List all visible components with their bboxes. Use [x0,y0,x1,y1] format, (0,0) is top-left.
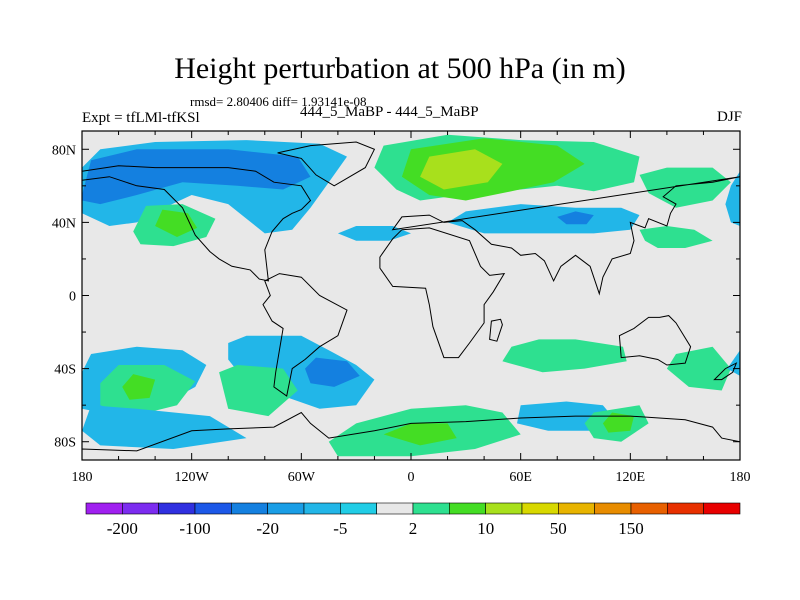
colorbar: -200 -100 -20 -5 2 10 50 150 [85,502,741,538]
region-china-high [639,226,713,248]
x-tick-label: 120E [616,470,646,485]
x-tick-label: 180 [72,470,93,485]
region-eurasia-high-peak [420,149,503,190]
colorbar-box [485,502,523,515]
region-west-pacific-high [639,167,731,208]
coastline-north-america-west [82,165,312,282]
coastline-australia [618,315,692,366]
coastline-africa [379,227,506,359]
region-date-line-low [725,171,740,226]
region-asia-low-core [557,211,594,225]
colorbar-box [449,502,486,515]
region-sw-pacific-high-core [122,374,156,400]
region-indian-ocean-high [502,339,627,373]
region-south-america-low [228,335,375,409]
season-label: DJF [716,109,742,125]
region-east-antarctic-high-core [602,412,634,433]
colorbar-box [521,502,559,515]
coastline-new-zealand [713,362,738,381]
colorbar-label: -100 [179,519,210,538]
colorbar-box [158,502,196,515]
x-tick-label: 60W [288,470,316,485]
y-axis: 80N 40N 0 40S 80S [52,143,740,451]
colorbar-box [194,502,232,515]
colorbar-label: -20 [256,519,279,538]
colorbar-label: 10 [477,519,494,538]
colorbar-box [412,502,450,515]
colorbar-box [558,502,595,515]
coastline-south-america [262,273,348,397]
colorbar-box [122,502,159,515]
y-tick-label: 40S [54,363,76,378]
case-label: 444_5_MaBP - 444_5_MaBP [300,104,479,120]
region-south-atlantic-high [219,365,298,417]
x-tick-label: 180 [730,470,751,485]
region-south-america-low-core [305,357,360,387]
region-asia-low [447,204,640,234]
x-axis: 180 120W 60W 0 60E 120E 180 [72,131,751,485]
colorbar-box [703,502,741,515]
colorbar-label: 50 [550,519,567,538]
colorbar-box [667,502,704,515]
colorbar-box [630,502,668,515]
x-tick-label: 60E [509,470,532,485]
colorbar-box [267,502,305,515]
coastline-europe-asia-south [391,176,740,296]
x-tick-label: 120W [175,470,210,485]
experiment-label: Expt = tfLMl-tfKSl [82,110,200,126]
colorbar-label: 2 [409,519,418,538]
region-ross-sea-low [82,405,247,449]
coastlines [82,141,740,460]
colorbar-box [376,502,414,515]
region-antarctic-high-core [383,423,457,446]
chart-title: Height perturbation at 500 hPa (in m) [174,52,626,85]
coastline-madagascar [489,318,503,342]
y-tick-label: 40N [52,216,76,231]
coastline-antarctica [82,411,740,460]
colorbar-label: 150 [618,519,644,538]
rmsd-diff-stats: rmsd= 2.80406 diff= 1.93141e-08 [190,94,367,109]
region-east-south-pacific-low [727,350,740,376]
colorbar-box [594,502,632,515]
colorbar-box [85,502,123,515]
colorbar-box [340,502,377,515]
y-tick-label: 80N [52,143,76,158]
x-tick-label: 0 [408,470,415,485]
region-north-pacific-low-core [82,149,311,205]
y-tick-label: 80S [54,436,76,451]
colorbar-box [303,502,341,515]
colorbar-box [231,502,268,515]
shaded-regions [82,134,740,457]
y-tick-label: 0 [69,290,76,305]
colorbar-label: -5 [333,519,347,538]
coastline-greenland [277,141,376,187]
colorbar-label: -200 [107,519,138,538]
